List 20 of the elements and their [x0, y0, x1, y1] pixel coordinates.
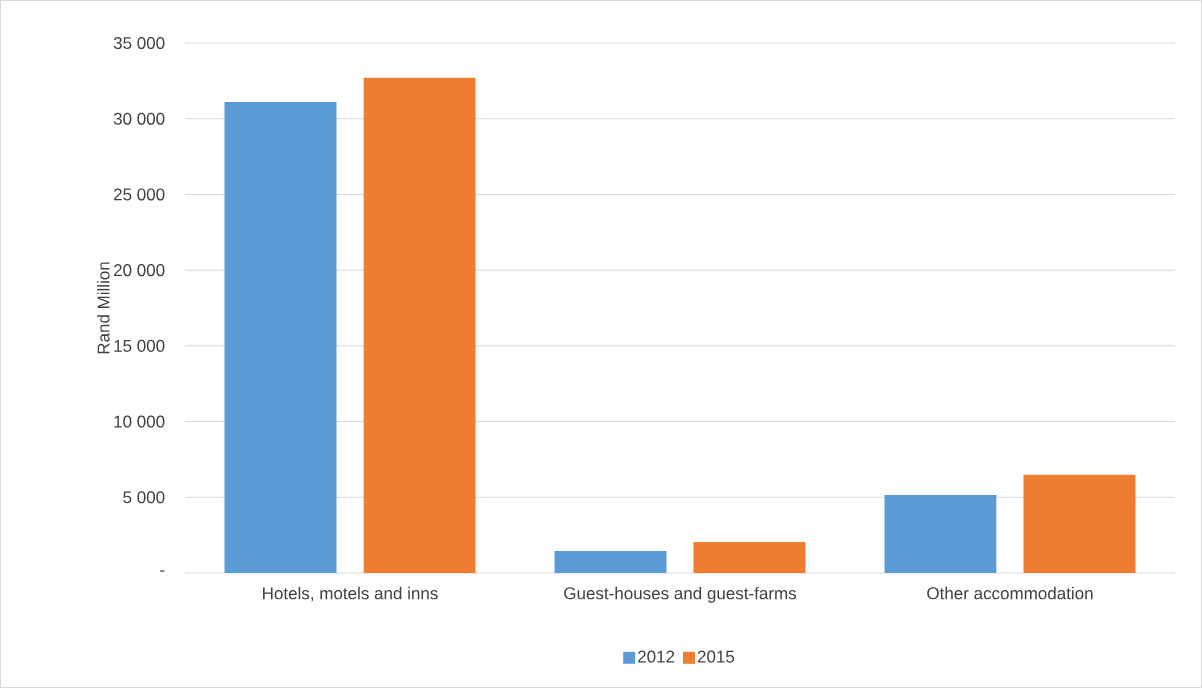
bar	[884, 495, 997, 573]
y-tick-label: 20 000	[114, 264, 165, 277]
bar	[224, 102, 337, 573]
x-tick-label: Other accommodation	[927, 586, 1093, 600]
x-tick-label: Guest-houses and guest-farms	[564, 586, 797, 603]
bar	[554, 551, 667, 573]
bar	[1023, 474, 1136, 573]
y-tick-label: 5 000	[123, 491, 165, 504]
y-tick-label: -	[160, 570, 165, 572]
y-tick-label: 25 000	[114, 188, 165, 201]
bar	[693, 541, 806, 573]
bar	[363, 77, 476, 573]
y-tick-label: 10 000	[114, 415, 165, 428]
y-tick-label: 15 000	[114, 339, 165, 352]
x-tick-label: Hotels, motels and inns	[263, 586, 438, 602]
y-tick-label: 30 000	[113, 112, 165, 125]
legend-label: 2012	[638, 650, 675, 663]
legend-label: 2015	[697, 650, 735, 663]
y-tick-label: 35 000	[113, 36, 165, 50]
y-axis-title: Rand Million	[97, 262, 110, 354]
